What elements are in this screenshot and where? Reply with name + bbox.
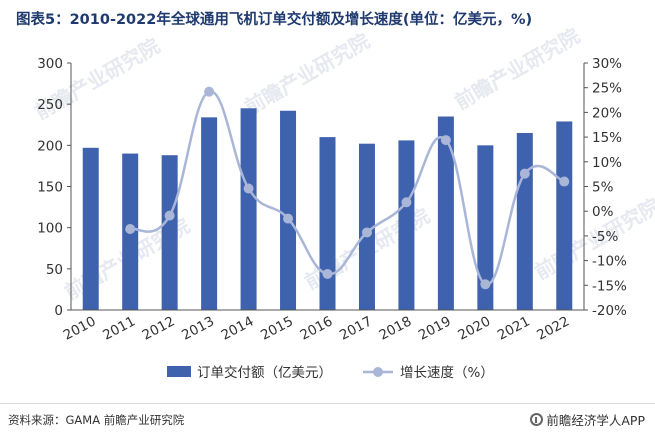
growth-point-2015	[283, 213, 294, 224]
legend-line-marker	[373, 367, 383, 377]
growth-point-2013	[204, 86, 215, 97]
left-tick-label: 300	[37, 56, 63, 72]
bar-2016	[319, 137, 336, 310]
left-tick-label: 150	[37, 180, 63, 196]
growth-point-2021	[519, 168, 530, 179]
legend: 订单交付额（亿美元） 增长速度（%）	[167, 364, 494, 381]
footer: 资料来源：GAMA 前瞻产业研究院 前瞻经济学人APP	[0, 403, 655, 434]
source-note: 资料来源：GAMA 前瞻产业研究院	[8, 413, 185, 427]
bar-2021	[516, 132, 533, 310]
x-tick-label-2022: 2022	[534, 313, 572, 343]
bar-2013	[201, 117, 218, 310]
right-tick-label: -5%	[592, 229, 618, 245]
legend-bar-swatch	[167, 366, 191, 377]
watermark-text: 前瞻产业研究院	[241, 29, 374, 120]
bar-2010	[82, 147, 99, 310]
x-tick-label-2015: 2015	[258, 313, 296, 343]
chart-title: 图表5：2010-2022年全球通用飞机订单交付额及增长速度(单位：亿美元，%)	[16, 12, 533, 28]
x-tick-label-2011: 2011	[100, 313, 138, 343]
right-tick-label: -15%	[592, 278, 627, 294]
x-tick-label-2017: 2017	[337, 313, 375, 343]
brand-logo-icon	[530, 413, 544, 426]
right-tick-label: 30%	[592, 56, 622, 72]
left-tick-label: 50	[46, 262, 63, 278]
growth-point-2012	[164, 210, 175, 221]
right-tick-label: 5%	[592, 180, 614, 196]
bar-2012	[161, 155, 178, 310]
growth-point-2017	[361, 227, 372, 238]
bar-2019	[437, 116, 454, 311]
growth-point-2016	[322, 268, 333, 279]
bar-2015	[280, 110, 297, 311]
right-tick-label: -10%	[592, 254, 627, 270]
x-tick-label-2013: 2013	[179, 313, 217, 343]
right-tick-label: 25%	[592, 81, 622, 97]
bar-2017	[358, 143, 375, 310]
watermark-text: 前瞻产业研究院	[451, 24, 584, 115]
x-tick-labels: 2010 2011 2012 2013 2014 2015 2016 2017 2018 2019…	[61, 313, 572, 343]
bar-2018	[398, 140, 415, 310]
right-tick-label: 20%	[592, 105, 622, 121]
x-tick-label-2012: 2012	[140, 313, 178, 343]
right-tick-label: 0%	[592, 204, 614, 220]
right-tick-label: 10%	[592, 155, 622, 171]
brand-label: 前瞻经济学人APP	[530, 410, 645, 429]
x-tick-label-2021: 2021	[495, 313, 533, 343]
axes-layer: 0 50 100 150 200 250 300 -20% -15% -10% -5% 0% 5% 10%…	[37, 56, 627, 319]
left-tick-label: 200	[37, 138, 63, 154]
bar-2020	[477, 145, 494, 310]
growth-point-2020	[480, 279, 491, 290]
x-tick-label-2014: 2014	[219, 313, 257, 343]
left-tick-label: 0	[54, 303, 63, 319]
growth-point-2022	[559, 176, 570, 187]
growth-point-2014	[243, 183, 254, 194]
growth-point-2011	[125, 223, 136, 234]
x-tick-label-2016: 2016	[298, 313, 336, 343]
x-tick-label-2020: 2020	[455, 313, 493, 343]
growth-point-2018	[401, 197, 412, 208]
bars-layer	[82, 108, 573, 311]
bar-2022	[556, 121, 573, 310]
left-tick-label: 250	[37, 97, 63, 113]
legend-line-label: 增长速度（%）	[400, 365, 494, 381]
growth-line-layer	[125, 86, 570, 290]
x-tick-label-2018: 2018	[376, 313, 414, 343]
bar-2014	[240, 108, 257, 311]
x-tick-label-2010: 2010	[61, 313, 99, 343]
growth-point-2019	[440, 135, 451, 146]
left-tick-label: 100	[37, 221, 63, 237]
right-tick-label: 15%	[592, 130, 622, 146]
right-tick-label: -20%	[592, 303, 627, 319]
legend-bar-label: 订单交付额（亿美元）	[197, 364, 332, 381]
brand-text: 前瞻经济学人APP	[546, 413, 645, 428]
x-tick-label-2019: 2019	[416, 313, 454, 343]
